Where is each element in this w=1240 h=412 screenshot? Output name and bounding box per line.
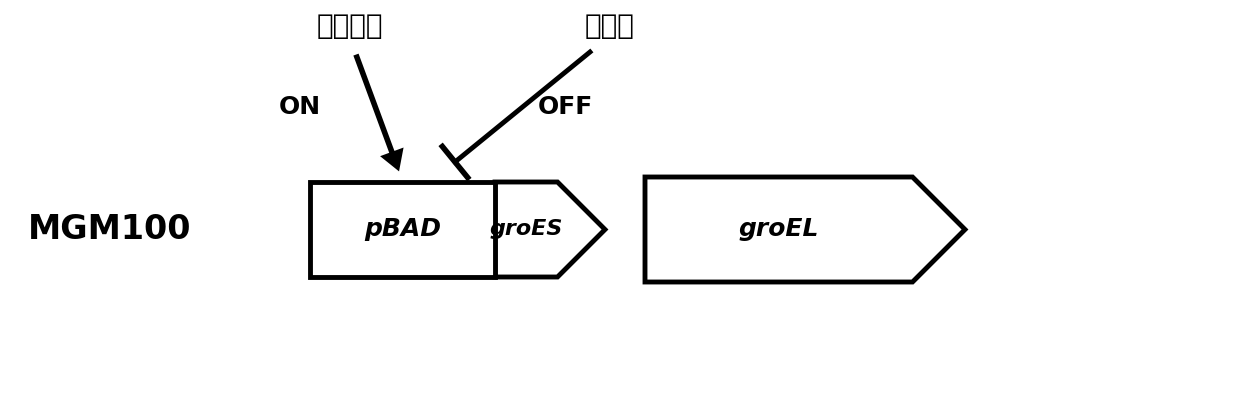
Text: groEL: groEL <box>739 218 818 241</box>
Text: OFF: OFF <box>537 95 593 119</box>
Text: pBAD: pBAD <box>365 218 441 241</box>
Text: groES: groES <box>490 220 563 239</box>
Polygon shape <box>495 182 605 277</box>
Bar <box>310 182 495 277</box>
Polygon shape <box>645 177 965 282</box>
Text: 葡萄糖: 葡萄糖 <box>585 12 635 40</box>
Text: 阿拉伯糖: 阿拉伯糖 <box>316 12 383 40</box>
Text: ON: ON <box>279 95 321 119</box>
Text: MGM100: MGM100 <box>29 213 192 246</box>
